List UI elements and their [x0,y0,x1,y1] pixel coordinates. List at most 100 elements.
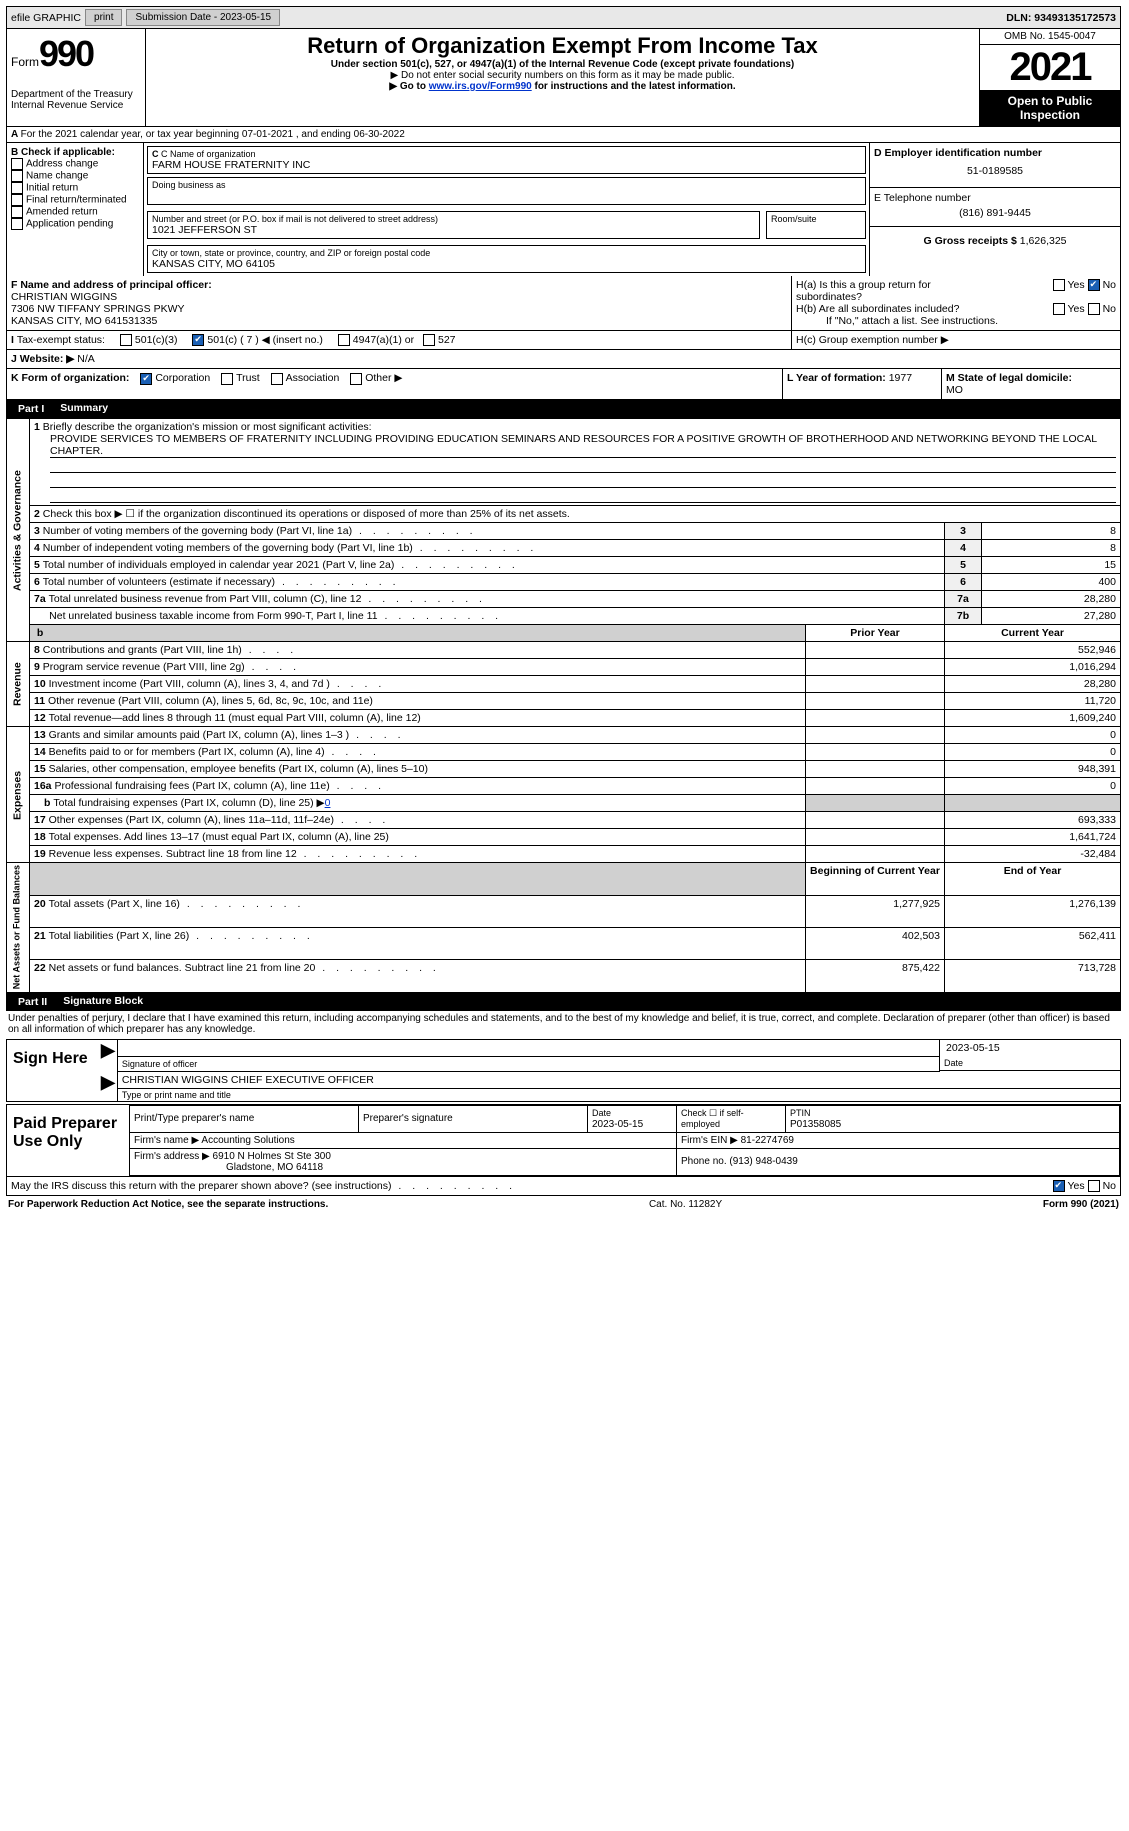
row-i: I Tax-exempt status: 501(c)(3) 501(c) ( … [6,331,1121,350]
prior-year-head: Prior Year [850,627,899,639]
footer-left: For Paperwork Reduction Act Notice, see … [8,1199,328,1210]
may-no[interactable] [1088,1180,1100,1192]
irs-label: Internal Revenue Service [11,100,141,111]
phone-value: (816) 891-9445 [874,204,1116,222]
arrow-icon: ▶ [99,1040,118,1072]
l20-text: Total assets (Part X, line 16) [49,898,305,910]
l7a-val: 28,280 [982,591,1121,608]
line-a: A For the 2021 calendar year, or tax yea… [6,127,1121,143]
cb-527[interactable] [423,334,435,346]
dba-label: Doing business as [152,180,861,190]
l4-val: 8 [982,540,1121,557]
checkbox-initial-return[interactable] [11,182,23,194]
officer-name-label: Type or print name and title [118,1089,1120,1101]
tax-year: 2021 [980,45,1120,90]
hb-yes[interactable] [1053,303,1065,315]
eoy-head: End of Year [1004,865,1062,877]
l7a-text: Total unrelated business revenue from Pa… [49,593,486,605]
open-public: Open to Public Inspection [980,90,1120,126]
org-name: FARM HOUSE FRATERNITY INC [152,159,861,171]
room-label: Room/suite [771,214,861,224]
checkbox-amended[interactable] [11,206,23,218]
ha-no[interactable] [1088,279,1100,291]
hb-no[interactable] [1088,303,1100,315]
firm-name: Accounting Solutions [201,1135,294,1146]
city-label: City or town, state or province, country… [152,248,861,258]
side-expenses: Expenses [7,727,30,863]
sig-officer-label: Signature of officer [122,1059,197,1069]
paid-preparer-block: Paid Preparer Use Only Print/Type prepar… [6,1104,1121,1177]
l21-e: 562,411 [945,928,1121,960]
officer-name: CHRISTIAN WIGGINS [11,291,787,303]
l18-cy: 1,641,724 [945,829,1121,846]
footer-right: Form 990 (2021) [1043,1199,1119,1210]
sig-date-label: Date [944,1058,963,1068]
ptin: P01358085 [790,1119,841,1130]
l10-text: Investment income (Part VIII, column (A)… [49,678,386,690]
l16b-val: 0 [325,797,331,809]
cb-4947[interactable] [338,334,350,346]
checkbox-final-return[interactable] [11,194,23,206]
box-b-label: B Check if applicable: [11,147,115,158]
addr-label: Number and street (or P.O. box if mail i… [152,214,755,224]
side-activities: Activities & Governance [7,419,30,642]
ha-label: H(a) Is this a group return for subordin… [796,279,986,303]
org-name-label: C C Name of organization [152,149,861,159]
firm-phone: (913) 948-0439 [729,1156,797,1167]
l22-b: 875,422 [806,960,945,992]
checkbox-address-change[interactable] [11,158,23,170]
sign-here-block: Sign Here ▶ Signature of officer 2023-05… [6,1039,1121,1102]
l13-cy: 0 [945,727,1121,744]
ha-yes[interactable] [1053,279,1065,291]
cb-other[interactable] [350,373,362,385]
officer-addr2: KANSAS CITY, MO 641531335 [11,315,787,327]
cb-501c[interactable] [192,334,204,346]
omb-number: OMB No. 1545-0047 [980,29,1120,45]
l12-cy: 1,609,240 [945,710,1121,727]
gross-value: 1,626,325 [1020,235,1067,247]
checkbox-pending[interactable] [11,218,23,230]
may-discuss-text: May the IRS discuss this return with the… [11,1180,516,1192]
l7b-text: Net unrelated business taxable income fr… [49,610,502,622]
l11-text: Other revenue (Part VIII, column (A), li… [48,695,373,707]
cb-trust[interactable] [221,373,233,385]
prep-name-label: Print/Type preparer's name [130,1105,359,1132]
part1-header: Part ISummary [6,400,1121,418]
l8-cy: 552,946 [945,642,1121,659]
l3-val: 8 [982,523,1121,540]
title-sub3: ▶ Go to www.irs.gov/Form990 for instruct… [152,81,973,92]
dept-label: Department of the Treasury [11,89,141,100]
may-yes[interactable] [1053,1180,1065,1192]
l12-text: Total revenue—add lines 8 through 11 (mu… [49,712,421,724]
cb-corp[interactable] [140,373,152,385]
tax-status-label: Tax-exempt status: [17,334,105,346]
l16a-text: Professional fundraising fees (Part IX, … [54,780,385,792]
l17-text: Other expenses (Part IX, column (A), lin… [49,814,390,826]
page-footer: For Paperwork Reduction Act Notice, see … [6,1196,1121,1213]
checkbox-name-change[interactable] [11,170,23,182]
may-discuss-row: May the IRS discuss this return with the… [6,1177,1121,1196]
print-button[interactable]: print [85,9,122,26]
l6-text: Total number of volunteers (estimate if … [43,576,400,588]
irs-link[interactable]: www.irs.gov/Form990 [429,81,532,92]
self-emp-label: Check ☐ if self-employed [681,1108,744,1129]
l10-cy: 28,280 [945,676,1121,693]
sign-here-label: Sign Here [7,1040,99,1101]
cb-501c3[interactable] [120,334,132,346]
l3-text: Number of voting members of the governin… [43,525,477,537]
l15-cy: 948,391 [945,761,1121,778]
gross-label: G Gross receipts $ [923,235,1016,247]
firm-ein: 81-2274769 [741,1135,794,1146]
side-revenue: Revenue [7,642,30,727]
formorg-label: K Form of organization: [11,372,129,384]
l7b-val: 27,280 [982,608,1121,625]
cb-assoc[interactable] [271,373,283,385]
l9-cy: 1,016,294 [945,659,1121,676]
current-year-head: Current Year [1001,627,1064,639]
title-sub2: ▶ Do not enter social security numbers o… [152,70,973,81]
hc-label: H(c) Group exemption number ▶ [796,334,949,346]
domicile-val: MO [946,384,963,396]
l11-cy: 11,720 [945,693,1121,710]
website-label: Website: ▶ [20,353,75,365]
website-value: N/A [77,353,95,365]
